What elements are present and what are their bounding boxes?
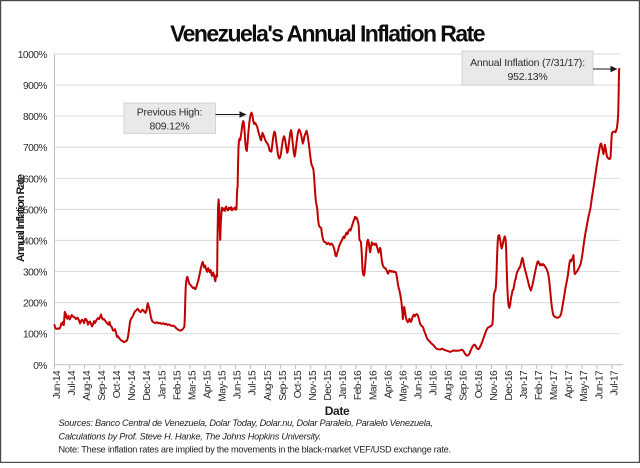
svg-text:Oct-15: Oct-15 xyxy=(293,370,304,398)
svg-text:952.13%: 952.13% xyxy=(507,71,547,83)
svg-text:May-17: May-17 xyxy=(579,370,590,402)
svg-text:Apr-17: Apr-17 xyxy=(564,370,575,398)
svg-text:900%: 900% xyxy=(23,81,47,92)
svg-text:809.12%: 809.12% xyxy=(149,121,189,133)
svg-text:Dec-14: Dec-14 xyxy=(142,370,153,401)
svg-text:Nov-16: Nov-16 xyxy=(489,370,500,401)
svg-text:Jun-15: Jun-15 xyxy=(233,370,244,399)
svg-text:Mar-15: Mar-15 xyxy=(187,370,198,400)
svg-text:Sep-15: Sep-15 xyxy=(278,370,289,401)
svg-text:700%: 700% xyxy=(23,143,47,154)
svg-text:300%: 300% xyxy=(23,268,47,279)
svg-text:Feb-16: Feb-16 xyxy=(353,370,364,400)
svg-text:Sep-14: Sep-14 xyxy=(97,370,108,401)
svg-text:Jul-16: Jul-16 xyxy=(429,370,440,396)
svg-text:Jan-15: Jan-15 xyxy=(157,370,168,399)
svg-text:Dec-15: Dec-15 xyxy=(323,370,334,401)
svg-text:Venezuela's Annual Inflation R: Venezuela's Annual Inflation Rate xyxy=(170,21,485,47)
svg-text:Oct-14: Oct-14 xyxy=(112,370,123,398)
svg-text:Mar-17: Mar-17 xyxy=(549,370,560,400)
svg-text:Jun-17: Jun-17 xyxy=(594,370,605,399)
svg-text:0%: 0% xyxy=(33,361,47,372)
svg-text:Date: Date xyxy=(325,404,350,418)
svg-text:200%: 200% xyxy=(23,299,47,310)
svg-text:May-15: May-15 xyxy=(218,370,229,402)
svg-text:Mar-16: Mar-16 xyxy=(368,370,379,400)
svg-text:Jan-17: Jan-17 xyxy=(519,370,530,399)
svg-text:800%: 800% xyxy=(23,112,47,123)
svg-text:Jul-17: Jul-17 xyxy=(609,370,620,396)
svg-text:Calculations by Prof. Steve H.: Calculations by Prof. Steve H. Hanke, Th… xyxy=(59,432,321,442)
svg-text:500%: 500% xyxy=(23,205,47,216)
svg-text:Note: These inflation rates ar: Note: These inflation rates are implied … xyxy=(59,445,451,455)
svg-text:Jun-16: Jun-16 xyxy=(414,370,425,399)
svg-text:Oct-16: Oct-16 xyxy=(474,370,485,398)
svg-text:Aug-16: Aug-16 xyxy=(444,370,455,401)
svg-text:Jul-15: Jul-15 xyxy=(248,370,259,396)
svg-text:100%: 100% xyxy=(23,330,47,341)
svg-text:Aug-14: Aug-14 xyxy=(82,370,93,401)
svg-text:400%: 400% xyxy=(23,236,47,247)
svg-text:Jul-14: Jul-14 xyxy=(67,370,78,396)
svg-text:Feb-15: Feb-15 xyxy=(172,370,183,400)
svg-text:Nov-14: Nov-14 xyxy=(127,370,138,401)
svg-text:600%: 600% xyxy=(23,174,47,185)
svg-text:1000%: 1000% xyxy=(18,50,48,61)
svg-text:Jun-14: Jun-14 xyxy=(52,370,63,399)
svg-text:Feb-17: Feb-17 xyxy=(534,370,545,400)
svg-text:Sources: Banco Central de Vene: Sources: Banco Central de Venezuela, Dol… xyxy=(59,418,433,428)
svg-text:Dec-16: Dec-16 xyxy=(504,370,515,401)
svg-text:Sep-16: Sep-16 xyxy=(459,370,470,401)
svg-text:Nov-15: Nov-15 xyxy=(308,370,319,401)
svg-text:Annual Inflation Rate: Annual Inflation Rate xyxy=(15,174,27,262)
svg-text:Aug-15: Aug-15 xyxy=(263,370,274,401)
svg-text:Apr-16: Apr-16 xyxy=(383,370,394,398)
svg-text:May-16: May-16 xyxy=(398,370,409,402)
svg-text:Jan-16: Jan-16 xyxy=(338,370,349,399)
svg-text:Apr-15: Apr-15 xyxy=(203,370,214,398)
svg-text:Annual Inflation (7/31/17):: Annual Inflation (7/31/17): xyxy=(470,57,585,69)
svg-text:Previous High:: Previous High: xyxy=(137,107,202,119)
